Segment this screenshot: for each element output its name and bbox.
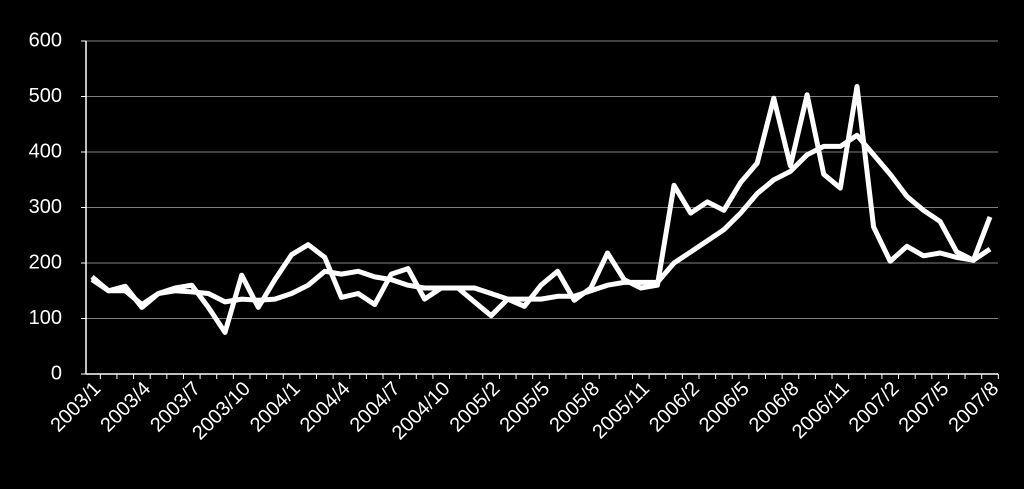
y-tick-label: 600 [29, 29, 62, 51]
series-line [90, 84, 993, 335]
y-tick-label: 300 [29, 196, 62, 218]
x-tick-label: 2007/5 [895, 378, 954, 437]
x-tick-label: 2005/5 [495, 378, 554, 437]
y-tick-label: 200 [29, 251, 62, 273]
y-tick-label: 400 [29, 140, 62, 162]
y-tick-label: 0 [51, 362, 62, 384]
y-tick-label: 100 [29, 307, 62, 329]
x-tick-label: 2006/2 [645, 378, 704, 437]
x-tick-label: 2005/2 [446, 378, 505, 437]
x-tick-label: 2003/1 [46, 378, 105, 437]
x-tick-label: 2004/4 [296, 378, 355, 437]
x-tick-label: 2003/4 [96, 378, 155, 437]
x-tick-label: 2007/2 [845, 378, 904, 437]
x-tick-label: 2006/5 [695, 378, 754, 437]
y-tick-label: 500 [29, 85, 62, 107]
series-line [90, 132, 992, 308]
x-tick-label: 2007/8 [944, 378, 1003, 437]
x-tick-label: 2004/1 [246, 378, 305, 437]
